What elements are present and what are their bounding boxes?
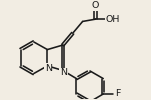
Text: N: N	[45, 64, 52, 73]
Text: N: N	[60, 68, 67, 78]
Text: OH: OH	[106, 15, 120, 24]
Text: O: O	[92, 1, 99, 10]
Text: F: F	[115, 90, 120, 98]
